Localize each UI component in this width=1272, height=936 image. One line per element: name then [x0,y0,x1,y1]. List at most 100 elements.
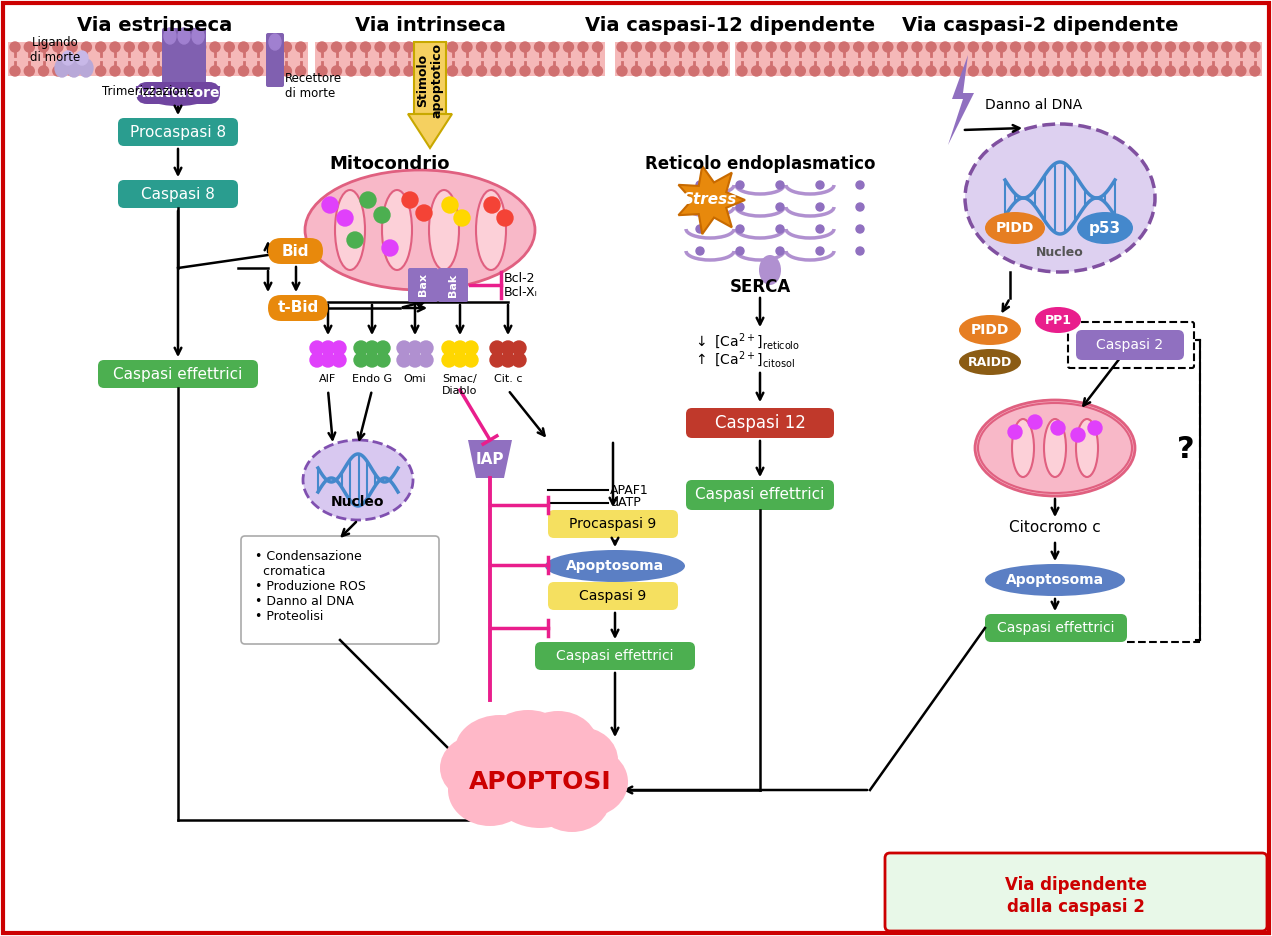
Text: Bcl-2: Bcl-2 [504,272,536,285]
Circle shape [776,247,784,255]
Circle shape [869,66,878,76]
Circle shape [332,42,341,52]
Text: Ligando
di morte: Ligando di morte [29,36,80,64]
Circle shape [24,42,34,52]
Circle shape [982,66,992,76]
Circle shape [389,66,399,76]
Ellipse shape [985,212,1046,244]
Circle shape [817,225,824,233]
Circle shape [253,66,263,76]
Circle shape [365,341,379,355]
Text: RAIDD: RAIDD [968,356,1013,369]
Circle shape [689,66,698,76]
Circle shape [954,66,964,76]
Circle shape [1025,66,1034,76]
Text: p53: p53 [1089,221,1121,236]
Ellipse shape [303,440,413,520]
Text: Caspasi 2: Caspasi 2 [1096,338,1164,352]
Circle shape [883,66,893,76]
Circle shape [38,66,48,76]
Text: Via intrinseca: Via intrinseca [355,16,505,35]
Circle shape [418,66,429,76]
Circle shape [883,42,893,52]
Text: Smac/
Diablo: Smac/ Diablo [443,374,478,396]
Text: Danno al DNA: Danno al DNA [985,98,1082,112]
Circle shape [810,42,820,52]
Polygon shape [948,55,974,145]
Circle shape [432,66,443,76]
Ellipse shape [959,349,1021,375]
Circle shape [139,42,149,52]
Text: Via dipendente: Via dipendente [1005,876,1147,894]
Circle shape [1137,66,1147,76]
Circle shape [534,66,544,76]
Circle shape [239,42,248,52]
Circle shape [354,353,368,367]
Text: PP1: PP1 [1044,314,1071,327]
Polygon shape [408,114,452,148]
Circle shape [1039,42,1048,52]
Circle shape [926,42,936,52]
Circle shape [375,42,385,52]
Circle shape [490,341,504,355]
Circle shape [840,66,850,76]
Text: Trimerizzazione: Trimerizzazione [102,85,195,98]
Circle shape [736,42,747,52]
Ellipse shape [305,170,536,290]
Circle shape [389,42,399,52]
Circle shape [736,203,744,211]
Circle shape [795,66,805,76]
Ellipse shape [382,190,412,270]
Bar [735,42,909,76]
Circle shape [1109,66,1119,76]
Circle shape [167,42,177,52]
FancyBboxPatch shape [266,33,284,87]
Circle shape [1165,66,1175,76]
Circle shape [1207,42,1217,52]
Circle shape [346,42,356,52]
Text: Bak: Bak [448,273,458,297]
Circle shape [1010,66,1020,76]
Circle shape [717,66,728,76]
FancyBboxPatch shape [548,510,678,538]
Circle shape [81,66,92,76]
Circle shape [968,42,978,52]
Text: Bax: Bax [418,273,427,297]
Text: Caspasi effettrici: Caspasi effettrici [997,621,1114,635]
Text: AIF: AIF [319,374,337,384]
Circle shape [109,66,120,76]
Circle shape [577,42,588,52]
Circle shape [418,353,432,367]
Ellipse shape [976,400,1135,496]
Circle shape [550,42,558,52]
Circle shape [1179,42,1189,52]
Circle shape [520,66,530,76]
Circle shape [766,66,776,76]
FancyBboxPatch shape [438,268,468,302]
Ellipse shape [76,51,88,65]
Polygon shape [468,440,513,478]
Text: PIDD: PIDD [996,221,1034,235]
FancyBboxPatch shape [176,28,192,87]
Circle shape [766,42,776,52]
Text: Bcl-Xₗ: Bcl-Xₗ [504,285,538,299]
Circle shape [1028,415,1042,429]
Text: Procaspasi 8: Procaspasi 8 [130,124,226,139]
Circle shape [1067,42,1077,52]
Text: Citocromo c: Citocromo c [1009,520,1100,535]
Circle shape [418,42,429,52]
Circle shape [139,66,149,76]
Circle shape [593,42,603,52]
Text: ?: ? [1177,435,1194,464]
FancyBboxPatch shape [686,480,834,510]
Circle shape [67,66,78,76]
Circle shape [24,66,34,76]
Ellipse shape [1077,212,1133,244]
Circle shape [660,66,670,76]
Circle shape [926,66,936,76]
Circle shape [898,66,907,76]
Text: PIDD: PIDD [971,323,1009,337]
Circle shape [1165,42,1175,52]
Circle shape [1081,66,1091,76]
Ellipse shape [55,59,69,77]
